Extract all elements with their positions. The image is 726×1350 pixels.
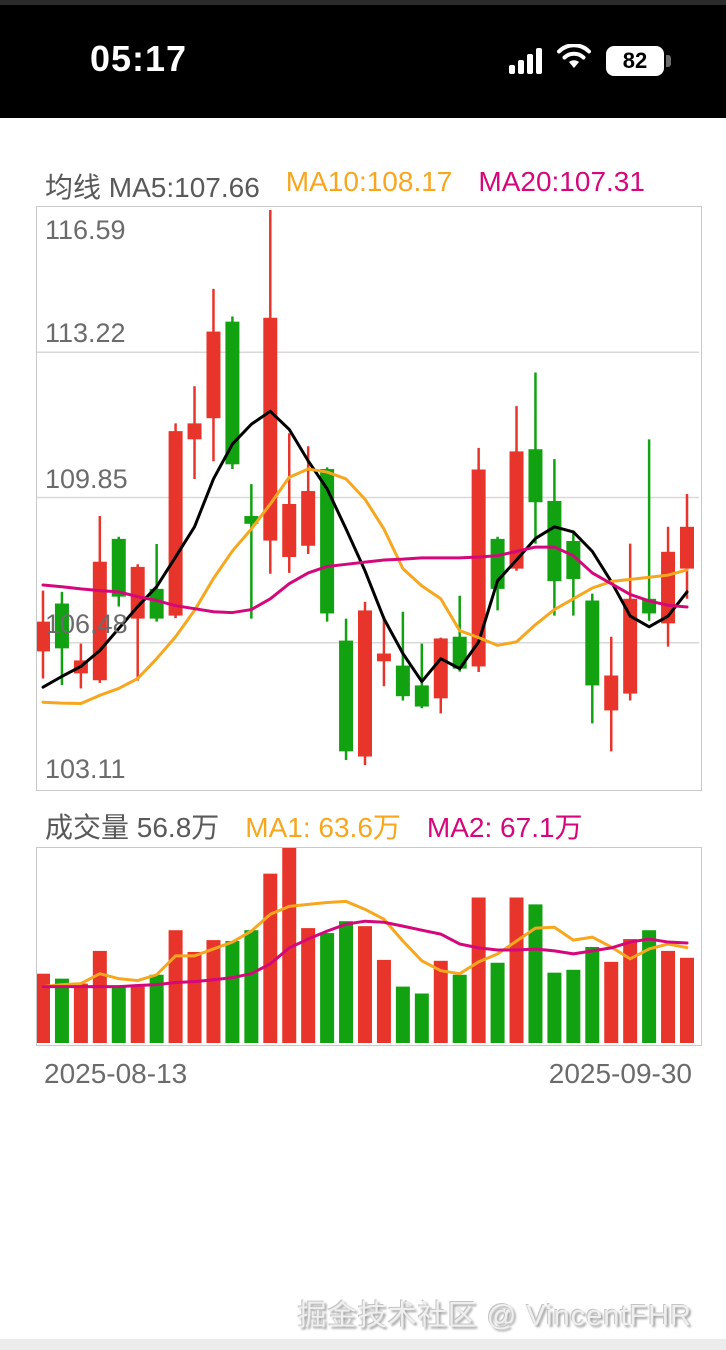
battery-icon: 82 xyxy=(606,45,671,76)
volume-bar xyxy=(130,986,145,1043)
candle-body xyxy=(320,469,335,614)
ma20-value: MA20:107.31 xyxy=(478,166,645,197)
wifi-icon xyxy=(556,43,592,77)
volume-bar xyxy=(680,957,694,1043)
volume-chart-panel xyxy=(36,847,702,1046)
volume-bar xyxy=(92,950,107,1043)
volume-bar xyxy=(225,941,240,1043)
ma5-line xyxy=(41,409,689,689)
candle-body xyxy=(414,685,429,707)
candle-body xyxy=(149,588,164,619)
watermark: 掘金技术社区 @ VincentFHR xyxy=(297,1300,692,1332)
price-legend: 均线 MA5:107.66 MA10:108.17 MA20:107.31 xyxy=(45,166,645,206)
volume-bar xyxy=(433,960,448,1043)
candle-body xyxy=(623,598,638,694)
volume-bar xyxy=(585,947,600,1043)
battery-percent: 82 xyxy=(622,47,648,73)
candle-body xyxy=(585,600,600,686)
candle-body xyxy=(433,638,448,699)
volume-bar xyxy=(566,969,581,1043)
candle-body xyxy=(282,503,297,557)
ma10-line xyxy=(41,467,689,706)
candle-body xyxy=(37,621,50,652)
status-bar-top-edge xyxy=(0,0,726,5)
volume-bar xyxy=(206,940,221,1043)
volume-bar xyxy=(528,904,543,1043)
battery-nub xyxy=(666,54,671,67)
volume-bar xyxy=(187,951,202,1043)
volume-ma2-value: MA2: 67.1万 xyxy=(426,812,583,843)
candle-body xyxy=(452,636,467,669)
candle-body xyxy=(604,675,619,711)
cellular-signal-icon xyxy=(509,47,542,74)
status-icons: 82 xyxy=(509,43,671,77)
volume-bar xyxy=(376,959,391,1043)
candle-body xyxy=(187,423,202,440)
volume-ma2-line xyxy=(41,919,689,989)
volume-bar xyxy=(301,928,316,1043)
candle-body xyxy=(661,551,676,624)
volume-bar xyxy=(509,897,524,1043)
volume-legend: 成交量 56.8万 MA1: 63.6万 MA2: 67.1万 xyxy=(45,806,583,846)
volume-ma1-line xyxy=(41,899,689,989)
volume-bar xyxy=(452,974,467,1043)
x-axis-date-row: 2025-08-13 2025-09-30 xyxy=(36,1058,700,1090)
candle-body xyxy=(92,561,107,681)
volume-bar xyxy=(490,962,505,1043)
volume-bar xyxy=(149,974,164,1043)
volume-bar xyxy=(414,993,429,1043)
price-chart-canvas[interactable] xyxy=(37,207,699,788)
candle-body xyxy=(130,566,145,619)
volume-bar xyxy=(54,978,69,1043)
candle-body xyxy=(301,491,316,546)
volume-bar xyxy=(244,930,259,1043)
volume-ma1-value: MA1: 63.6万 xyxy=(245,812,401,843)
volume-bar xyxy=(320,933,335,1043)
ma10-value: MA10:108.17 xyxy=(285,166,453,197)
bottom-strip xyxy=(0,1339,726,1350)
candle-body xyxy=(376,653,391,662)
volume-bar xyxy=(642,930,657,1043)
price-chart-panel: 116.59 113.22 109.85 106.48 103.11 xyxy=(36,206,702,791)
end-date-label: 2025-09-30 xyxy=(548,1058,692,1089)
candle-body xyxy=(206,331,221,419)
candle-body xyxy=(471,469,486,667)
candle-body xyxy=(395,665,410,697)
volume-bar xyxy=(339,921,354,1043)
candle-body xyxy=(547,500,562,582)
ma20-line xyxy=(41,545,689,615)
volume-bar xyxy=(168,930,183,1043)
candle-body xyxy=(54,603,69,649)
candle-body xyxy=(263,317,278,541)
volume-bar xyxy=(471,897,486,1043)
start-date-label: 2025-08-13 xyxy=(44,1058,188,1089)
volume-value: 成交量 56.8万 xyxy=(45,812,220,843)
candle-body xyxy=(680,526,694,569)
clock: 05:17 xyxy=(90,38,188,79)
volume-bar xyxy=(282,848,297,1043)
candle-body xyxy=(244,516,259,524)
candle-body xyxy=(528,449,543,503)
candle-body xyxy=(566,541,581,579)
volume-chart-canvas[interactable] xyxy=(37,848,699,1043)
ma5-value: MA5:107.66 xyxy=(108,172,260,203)
price-legend-title: 均线 MA5:107.66 xyxy=(45,172,260,203)
volume-bar xyxy=(358,926,372,1043)
volume-bar xyxy=(604,961,619,1043)
candle-body xyxy=(111,538,126,597)
candle-body xyxy=(168,431,183,616)
volume-bar xyxy=(73,983,88,1043)
candle-body xyxy=(225,321,240,465)
candle-body xyxy=(339,640,354,752)
candle-body xyxy=(358,610,372,757)
volume-bar xyxy=(111,985,126,1043)
volume-bar xyxy=(547,972,562,1043)
status-bar: 05:17 82 xyxy=(0,0,726,118)
candle-body xyxy=(509,451,524,569)
volume-bar xyxy=(37,973,50,1043)
volume-bar xyxy=(395,986,410,1043)
volume-bar xyxy=(661,950,676,1043)
volume-bar xyxy=(623,939,638,1043)
